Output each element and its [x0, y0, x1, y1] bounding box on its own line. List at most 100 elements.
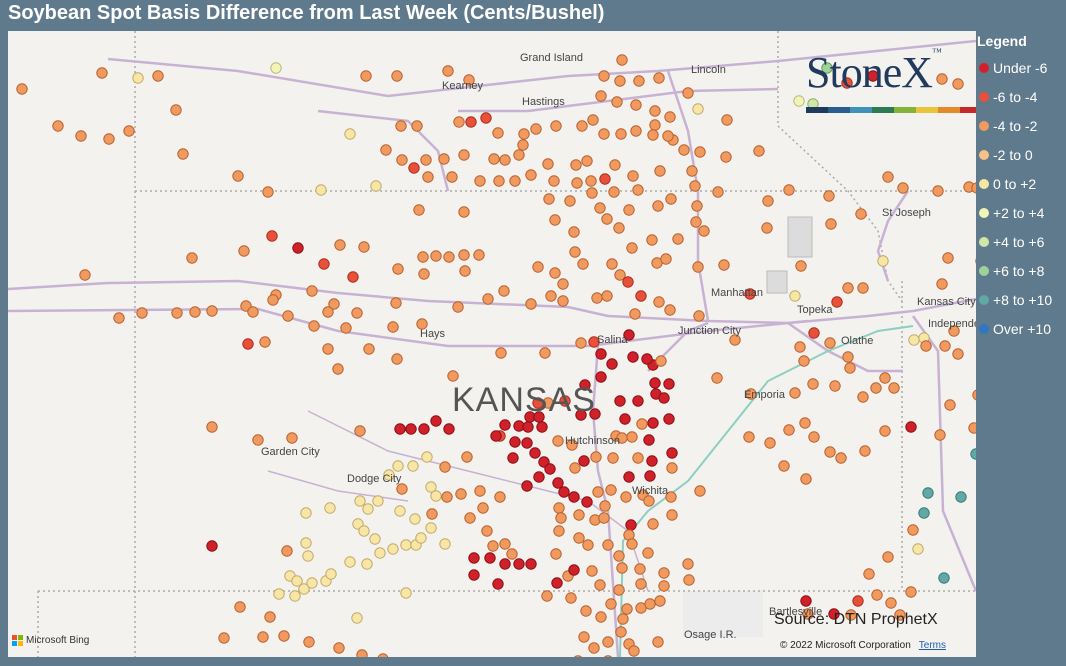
basis-point[interactable]	[942, 252, 954, 264]
basis-point[interactable]	[452, 301, 464, 313]
basis-point[interactable]	[507, 452, 519, 464]
basis-point[interactable]	[113, 312, 125, 324]
basis-point[interactable]	[392, 460, 404, 472]
basis-point[interactable]	[322, 306, 334, 318]
basis-point[interactable]	[566, 439, 578, 451]
basis-point[interactable]	[867, 70, 879, 82]
basis-point[interactable]	[498, 285, 510, 297]
basis-point[interactable]	[647, 518, 659, 530]
legend-item[interactable]: +4 to +6	[977, 227, 1066, 256]
basis-point[interactable]	[303, 636, 315, 648]
basis-point[interactable]	[555, 512, 567, 524]
basis-point[interactable]	[857, 282, 869, 294]
basis-point[interactable]	[400, 587, 412, 599]
basis-point[interactable]	[633, 75, 645, 87]
basis-point[interactable]	[630, 99, 642, 111]
basis-point[interactable]	[694, 485, 706, 497]
basis-point[interactable]	[607, 452, 619, 464]
basis-point[interactable]	[825, 218, 837, 230]
basis-point[interactable]	[655, 355, 667, 367]
basis-point[interactable]	[897, 182, 909, 194]
basis-point[interactable]	[682, 558, 694, 570]
basis-point[interactable]	[525, 558, 537, 570]
basis-point[interactable]	[616, 562, 628, 574]
basis-point[interactable]	[623, 329, 635, 341]
basis-point[interactable]	[407, 460, 419, 472]
terms-link[interactable]: Terms	[918, 640, 946, 651]
basis-point[interactable]	[234, 601, 246, 613]
basis-point[interactable]	[882, 171, 894, 183]
basis-point[interactable]	[823, 190, 835, 202]
basis-point[interactable]	[635, 578, 647, 590]
basis-point[interactable]	[499, 538, 511, 550]
basis-point[interactable]	[344, 128, 356, 140]
basis-point[interactable]	[855, 208, 867, 220]
basis-point[interactable]	[573, 655, 583, 657]
basis-point[interactable]	[571, 177, 583, 189]
basis-point[interactable]	[601, 290, 613, 302]
basis-point[interactable]	[557, 278, 569, 290]
basis-point[interactable]	[829, 380, 841, 392]
basis-point[interactable]	[171, 307, 183, 319]
basis-point[interactable]	[936, 278, 948, 290]
basis-point[interactable]	[934, 429, 946, 441]
basis-point[interactable]	[487, 540, 499, 552]
basis-point[interactable]	[392, 263, 404, 275]
basis-point[interactable]	[521, 437, 533, 449]
basis-point[interactable]	[585, 175, 597, 187]
basis-point[interactable]	[664, 111, 676, 123]
basis-point[interactable]	[800, 473, 812, 485]
basis-point[interactable]	[595, 611, 607, 623]
basis-point[interactable]	[643, 434, 655, 446]
basis-point[interactable]	[666, 462, 678, 474]
basis-point[interactable]	[123, 125, 135, 137]
basis-point[interactable]	[882, 551, 894, 563]
basis-point[interactable]	[573, 509, 585, 521]
basis-point[interactable]	[609, 159, 621, 171]
basis-point[interactable]	[936, 73, 948, 85]
basis-point[interactable]	[587, 114, 599, 126]
basis-point[interactable]	[629, 308, 641, 320]
basis-point[interactable]	[649, 377, 661, 389]
basis-point[interactable]	[530, 123, 542, 135]
basis-point[interactable]	[525, 169, 537, 181]
basis-point[interactable]	[417, 251, 429, 263]
basis-point[interactable]	[589, 408, 601, 420]
basis-point[interactable]	[658, 580, 670, 592]
basis-point[interactable]	[626, 431, 638, 443]
basis-point[interactable]	[455, 488, 467, 500]
basis-point[interactable]	[568, 491, 580, 503]
basis-point[interactable]	[558, 486, 570, 498]
basis-point[interactable]	[625, 519, 637, 531]
basis-point[interactable]	[905, 421, 917, 433]
basis-point[interactable]	[888, 382, 900, 394]
basis-point[interactable]	[443, 251, 455, 263]
basis-point[interactable]	[615, 626, 627, 638]
basis-point[interactable]	[425, 522, 437, 534]
basis-point[interactable]	[370, 180, 382, 192]
basis-point[interactable]	[614, 395, 626, 407]
basis-point[interactable]	[870, 382, 882, 394]
basis-point[interactable]	[844, 362, 856, 374]
basis-point[interactable]	[578, 455, 590, 467]
basis-point[interactable]	[418, 268, 430, 280]
basis-point[interactable]	[550, 120, 562, 132]
basis-point[interactable]	[793, 95, 805, 107]
basis-point[interactable]	[152, 70, 164, 82]
basis-point[interactable]	[328, 298, 340, 310]
legend-item[interactable]: -6 to -4	[977, 82, 1066, 111]
basis-point[interactable]	[608, 186, 620, 198]
basis-point[interactable]	[794, 341, 806, 353]
basis-point[interactable]	[536, 421, 548, 433]
basis-point[interactable]	[103, 133, 115, 145]
basis-point[interactable]	[653, 72, 665, 84]
basis-point[interactable]	[824, 446, 836, 458]
basis-point[interactable]	[955, 491, 967, 503]
basis-point[interactable]	[692, 103, 704, 115]
basis-point[interactable]	[438, 153, 450, 165]
basis-point[interactable]	[798, 355, 810, 367]
basis-point[interactable]	[698, 225, 710, 237]
basis-point[interactable]	[649, 105, 661, 117]
basis-point[interactable]	[586, 187, 598, 199]
basis-point[interactable]	[334, 239, 346, 251]
